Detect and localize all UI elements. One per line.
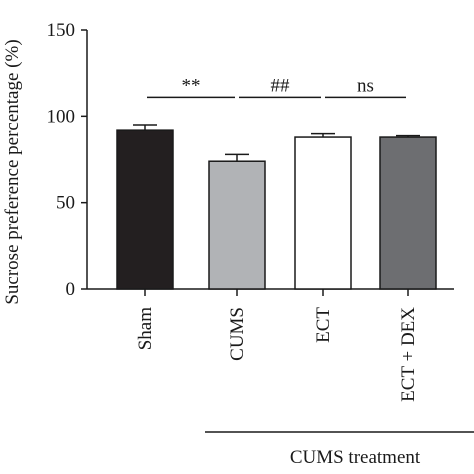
y-tick-label: 150 [47, 20, 76, 41]
significance-annotations: ** ## ns [147, 75, 406, 99]
bar [208, 160, 266, 290]
significance-label: ns [357, 75, 374, 96]
y-tick-label: 100 [47, 106, 76, 127]
x-tick-label: ECT [313, 307, 334, 343]
bar [379, 136, 437, 290]
bar [294, 136, 352, 290]
x-tick-label: CUMS [227, 307, 248, 361]
x-tick-label: ECT + DEX [398, 307, 419, 402]
x-axis: Sham CUMS ECT ECT + DEX [87, 288, 454, 402]
group-label: CUMS treatment [290, 447, 421, 468]
significance-label: ## [271, 75, 291, 96]
error-bars [133, 124, 420, 162]
bars [116, 129, 437, 290]
group-bracket: CUMS treatment [205, 431, 474, 468]
y-tick-label: 0 [66, 279, 76, 300]
y-tick-label: 50 [56, 193, 75, 214]
y-axis: 0 50 100 150 [47, 20, 88, 300]
x-tick-label: Sham [135, 307, 156, 351]
significance-label: ** [182, 75, 201, 96]
y-axis-label: Sucrose preference percentage (%) [2, 39, 23, 304]
bar [116, 129, 174, 290]
